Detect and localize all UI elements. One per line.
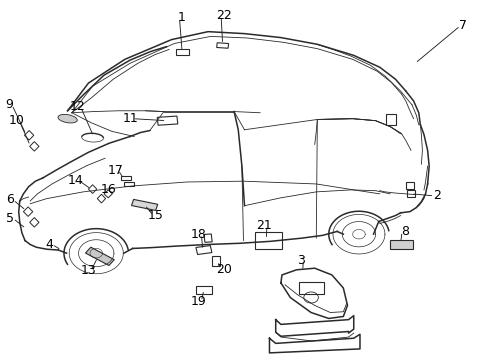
Bar: [131, 199, 158, 211]
Bar: [175, 49, 188, 55]
Bar: [157, 116, 178, 125]
Text: 19: 19: [190, 295, 206, 308]
Bar: [203, 234, 212, 242]
Bar: [389, 240, 412, 249]
Text: 16: 16: [100, 183, 116, 195]
Text: 4: 4: [45, 238, 53, 251]
Text: 15: 15: [148, 209, 163, 222]
Bar: [385, 114, 396, 125]
Bar: [212, 256, 219, 266]
Text: 22: 22: [215, 9, 231, 22]
Bar: [85, 247, 114, 266]
Text: 6: 6: [6, 193, 14, 206]
Text: 21: 21: [256, 219, 272, 232]
Bar: [298, 282, 323, 294]
Text: 1: 1: [178, 11, 185, 24]
Text: 17: 17: [107, 163, 123, 177]
Bar: [407, 190, 414, 197]
Text: 2: 2: [432, 189, 440, 202]
Text: 10: 10: [9, 114, 24, 127]
Text: 14: 14: [67, 174, 83, 186]
Bar: [123, 181, 134, 186]
Text: 9: 9: [5, 98, 13, 111]
Text: 11: 11: [122, 112, 138, 125]
Text: 3: 3: [296, 254, 304, 267]
Text: 8: 8: [400, 225, 408, 238]
Text: 13: 13: [81, 264, 96, 277]
Bar: [196, 285, 211, 293]
Bar: [216, 43, 228, 48]
Bar: [196, 246, 211, 255]
Ellipse shape: [58, 114, 77, 123]
Text: 5: 5: [6, 212, 14, 225]
Text: 12: 12: [70, 100, 86, 113]
Bar: [121, 176, 130, 180]
Text: 18: 18: [190, 228, 206, 241]
Bar: [406, 183, 413, 189]
Text: 7: 7: [458, 19, 466, 32]
Bar: [254, 232, 282, 249]
Text: 20: 20: [215, 262, 231, 275]
